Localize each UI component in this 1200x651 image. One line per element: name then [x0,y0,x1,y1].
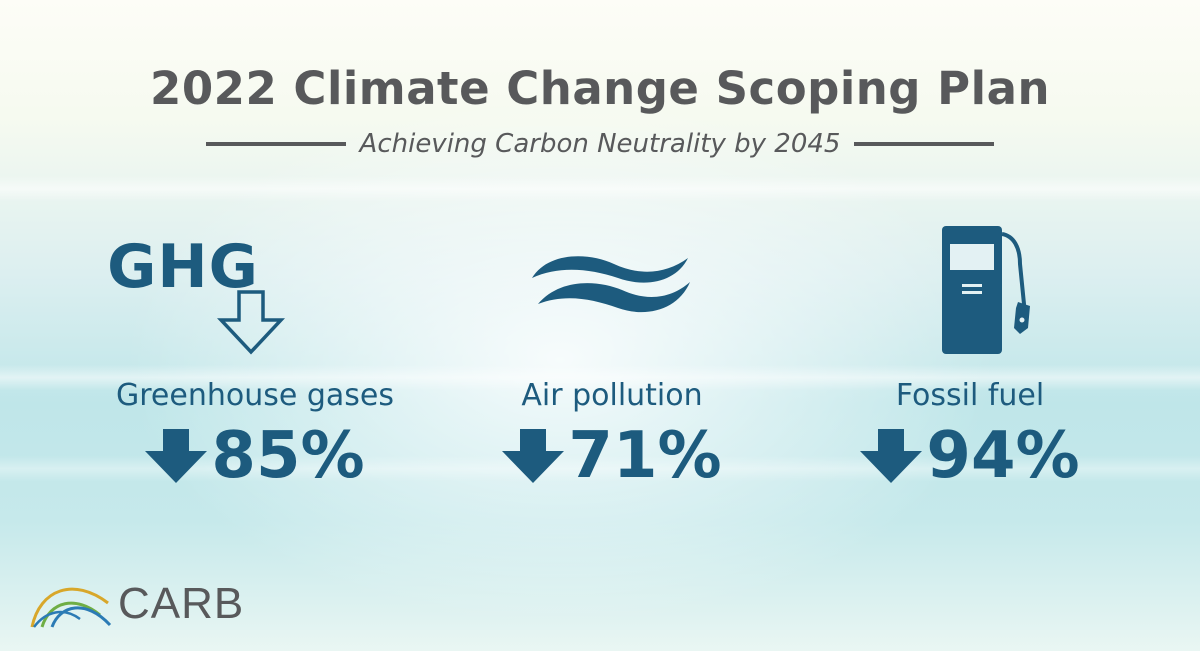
metric-value: 71% [568,419,722,493]
carb-logo: CARB [30,578,244,630]
subtitle-rule-right [854,142,995,146]
metric-stat: 85% [75,420,435,492]
fuel-pump-icon [942,226,1030,354]
down-arrow-icon [145,429,208,483]
air-waves-icon [532,256,690,313]
ghg-down-arrow-icon [217,290,285,355]
page-title: 2022 Climate Change Scoping Plan [150,62,1050,115]
metric-label: Air pollution [521,378,703,413]
down-arrow-icon [502,429,565,483]
carb-arcs-logo-icon [30,587,112,628]
metric-value: 94% [926,419,1080,493]
subtitle-rule-left [205,142,346,146]
metric-stat: 94% [790,420,1150,492]
subtitle-row: Achieving Carbon Neutrality by 2045 [0,126,1200,162]
metric-value: 85% [211,419,365,493]
down-arrow-icon [860,429,923,483]
page-subtitle: Achieving Carbon Neutrality by 2045 [359,129,841,159]
metric-label: Greenhouse gases [116,378,394,413]
metric-stat: 71% [432,420,792,492]
metric-label: Fossil fuel [895,378,1045,413]
ghg-icon-text: GHG [107,232,259,302]
logo-text: CARB [118,579,245,628]
